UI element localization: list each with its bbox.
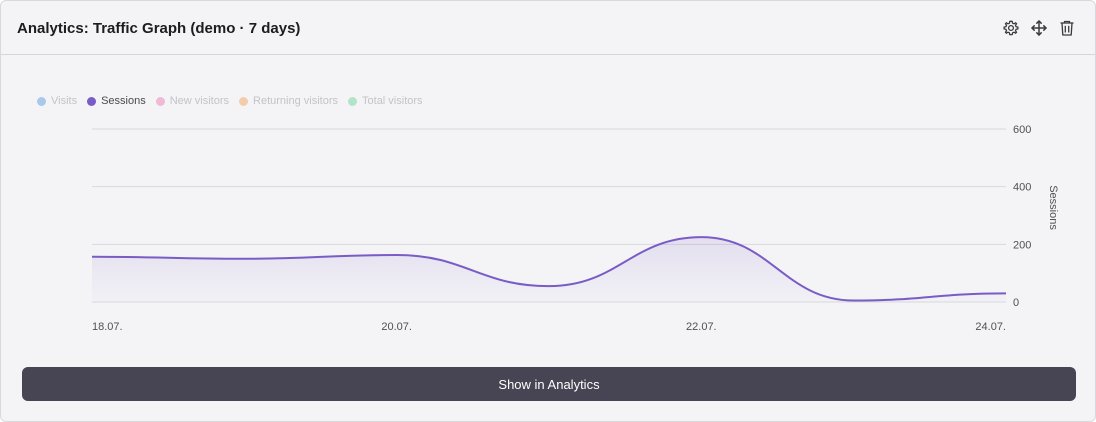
legend-item-returning-visitors[interactable]: Returning visitors (239, 95, 338, 107)
sessions-line (91, 236, 1007, 302)
y-axis-title: Sessions (1047, 185, 1059, 230)
legend-item-new-visitors[interactable]: New visitors (155, 95, 230, 107)
legend-dot (37, 96, 46, 106)
sessions-area (92, 237, 1006, 302)
legend-label: Returning visitors (253, 95, 339, 107)
y-tick-label: 600 (1013, 124, 1031, 136)
x-tick-label: 18.07. (92, 321, 123, 333)
gear-icon[interactable] (1002, 19, 1020, 37)
legend-item-visits[interactable]: Visits (37, 95, 77, 107)
widget-title: Analytics: Traffic Graph (demo · 7 days) (17, 20, 301, 37)
x-tick-label: 24.07. (975, 321, 1006, 333)
sessions-data-point[interactable] (89, 254, 95, 260)
legend-label: Total visitors (362, 95, 423, 107)
y-tick-label: 400 (1013, 182, 1031, 194)
widget-header: Analytics: Traffic Graph (demo · 7 days) (1, 1, 1095, 55)
sessions-data-point[interactable] (698, 234, 704, 240)
legend-dot (239, 96, 249, 106)
y-tick-label: 0 (1013, 297, 1019, 309)
sessions-data-point[interactable] (241, 256, 247, 262)
legend-dot (87, 96, 97, 106)
legend-item-sessions[interactable]: Sessions (87, 95, 146, 107)
legend-item-total-visitors[interactable]: Total visitors (348, 95, 423, 107)
trash-icon[interactable] (1058, 19, 1076, 37)
x-tick-label: 22.07. (686, 321, 717, 333)
move-icon[interactable] (1030, 19, 1048, 37)
sessions-chart: 0 200 400 600 Sessions 18.07. 20.07. 22.07. 24.0… (89, 124, 1059, 333)
legend-label: New visitors (169, 95, 230, 107)
sessions-data-point[interactable] (394, 252, 400, 258)
sessions-data-point[interactable] (546, 283, 552, 289)
legend-label: Visits (51, 95, 78, 107)
x-tick-label: 20.07. (381, 321, 412, 333)
y-tick-label: 200 (1013, 239, 1031, 251)
legend-dot (348, 96, 358, 106)
sessions-data-point[interactable] (1003, 290, 1009, 296)
sessions-data-point[interactable] (851, 298, 857, 304)
legend-dot (155, 96, 165, 106)
chart-legend: Visits Sessions New visitors Returning visi… (37, 94, 423, 108)
legend-label: Sessions (101, 95, 146, 107)
show-in-analytics-button[interactable]: Show in Analytics (22, 367, 1076, 401)
